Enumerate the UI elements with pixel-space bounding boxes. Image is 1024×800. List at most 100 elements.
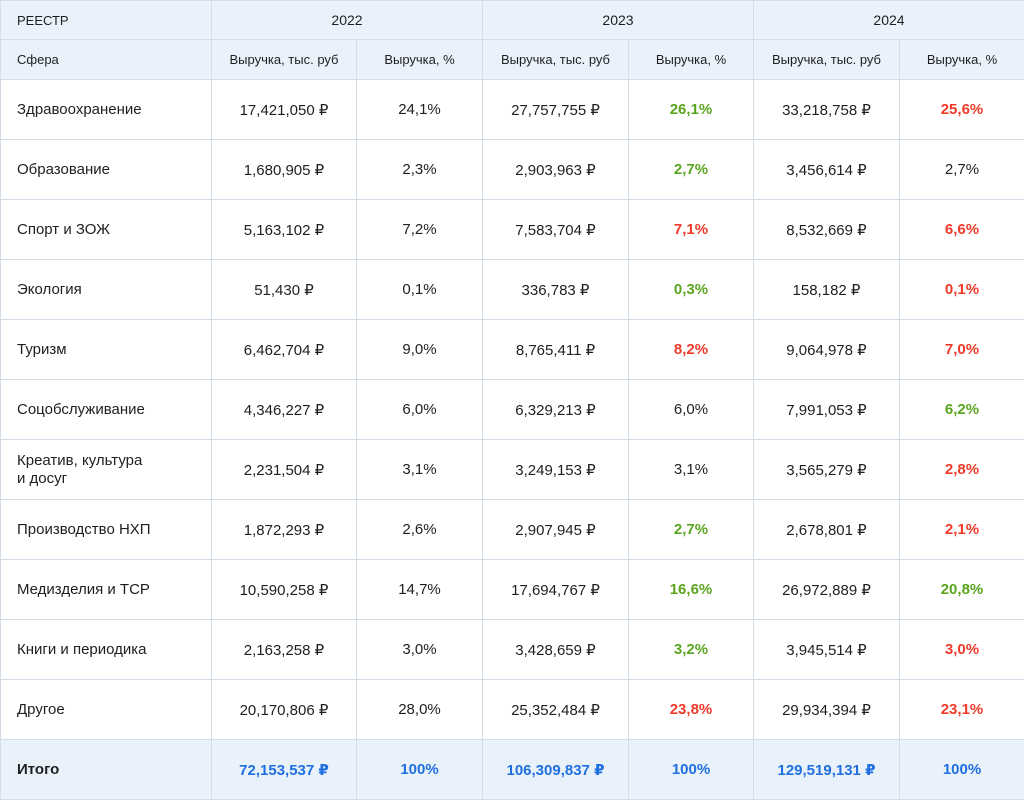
sphere-cell: Медизделия и ТСР <box>0 559 212 620</box>
share-2024-cell: 7,0% <box>899 319 1024 380</box>
revenue-column-header-2022: Выручка, тыс. руб <box>211 39 357 80</box>
revenue-2024-cell: 2,678,801 ₽ <box>753 499 900 560</box>
share-2022-cell: 3,1% <box>356 439 483 500</box>
share-column-header-2023: Выручка, % <box>628 39 754 80</box>
revenue-2024-cell: 158,182 ₽ <box>753 259 900 320</box>
sphere-cell: Здравоохранение <box>0 79 212 140</box>
revenue-2023-cell: 2,903,963 ₽ <box>482 139 629 200</box>
revenue-2023-cell: 8,765,411 ₽ <box>482 319 629 380</box>
share-2022-cell: 9,0% <box>356 319 483 380</box>
share-2023-cell: 26,1% <box>628 79 754 140</box>
revenue-2024-cell: 3,945,514 ₽ <box>753 619 900 680</box>
sphere-cell: Экология <box>0 259 212 320</box>
revenue-2023-cell: 3,249,153 ₽ <box>482 439 629 500</box>
revenue-2023-cell: 2,907,945 ₽ <box>482 499 629 560</box>
share-2023-cell: 16,6% <box>628 559 754 620</box>
revenue-2022-cell: 5,163,102 ₽ <box>211 199 357 260</box>
revenue-2024-cell: 33,218,758 ₽ <box>753 79 900 140</box>
sphere-cell: Туризм <box>0 319 212 380</box>
share-2024-cell: 2,1% <box>899 499 1024 560</box>
share-2023-cell: 3,1% <box>628 439 754 500</box>
total-revenue-2024: 129,519,131 ₽ <box>753 739 900 800</box>
table-row: Медизделия и ТСР 10,590,258 ₽14,7% 17,694,… <box>0 559 1024 620</box>
table-row: Здравоохранение 17,421,050 ₽24,1% 27,757,7… <box>0 79 1024 140</box>
revenue-2022-cell: 2,231,504 ₽ <box>211 439 357 500</box>
revenue-2023-cell: 25,352,484 ₽ <box>482 679 629 740</box>
share-2022-cell: 2,3% <box>356 139 483 200</box>
revenue-2023-cell: 27,757,755 ₽ <box>482 79 629 140</box>
share-2022-cell: 3,0% <box>356 619 483 680</box>
sphere-cell: Производство НХП <box>0 499 212 560</box>
share-2024-cell: 2,8% <box>899 439 1024 500</box>
revenue-2024-cell: 26,972,889 ₽ <box>753 559 900 620</box>
sphere-cell: Другое <box>0 679 212 740</box>
share-2023-cell: 6,0% <box>628 379 754 440</box>
table-row: Образование 1,680,905 ₽2,3% 2,903,963 ₽2,7… <box>0 139 1024 200</box>
share-2024-cell: 6,2% <box>899 379 1024 440</box>
sphere-cell: Книги и периодика <box>0 619 212 680</box>
revenue-2022-cell: 4,346,227 ₽ <box>211 379 357 440</box>
share-2022-cell: 0,1% <box>356 259 483 320</box>
revenue-2022-cell: 1,872,293 ₽ <box>211 499 357 560</box>
total-row: Итого 72,153,537 ₽ 100% 106,309,837 ₽ 10… <box>0 739 1024 800</box>
share-2023-cell: 23,8% <box>628 679 754 740</box>
share-column-header-2022: Выручка, % <box>356 39 483 80</box>
table-row: Другое 20,170,806 ₽28,0% 25,352,484 ₽23,8%… <box>0 679 1024 740</box>
total-label: Итого <box>0 739 212 800</box>
share-2023-cell: 7,1% <box>628 199 754 260</box>
revenue-2024-cell: 7,991,053 ₽ <box>753 379 900 440</box>
share-2024-cell: 20,8% <box>899 559 1024 620</box>
revenue-2022-cell: 2,163,258 ₽ <box>211 619 357 680</box>
year-header-row: РЕЕСТР 2022 2023 2024 <box>0 0 1024 40</box>
share-2023-cell: 2,7% <box>628 139 754 200</box>
share-2024-cell: 0,1% <box>899 259 1024 320</box>
table-row: Экология 51,430 ₽0,1% 336,783 ₽0,3% 158,182… <box>0 259 1024 320</box>
revenue-2024-cell: 3,456,614 ₽ <box>753 139 900 200</box>
revenue-2023-cell: 17,694,767 ₽ <box>482 559 629 620</box>
revenue-2022-cell: 1,680,905 ₽ <box>211 139 357 200</box>
share-2024-cell: 25,6% <box>899 79 1024 140</box>
revenue-2024-cell: 29,934,394 ₽ <box>753 679 900 740</box>
table-row: Соцобслуживание 4,346,227 ₽6,0% 6,329,213 … <box>0 379 1024 440</box>
share-column-header-2024: Выручка, % <box>899 39 1024 80</box>
revenue-2023-cell: 7,583,704 ₽ <box>482 199 629 260</box>
revenue-2023-cell: 6,329,213 ₽ <box>482 379 629 440</box>
year-header-2023: 2023 <box>482 0 754 40</box>
total-revenue-2022: 72,153,537 ₽ <box>211 739 357 800</box>
revenue-2023-cell: 3,428,659 ₽ <box>482 619 629 680</box>
share-2022-cell: 2,6% <box>356 499 483 560</box>
sphere-cell: Спорт и ЗОЖ <box>0 199 212 260</box>
revenue-column-header-2024: Выручка, тыс. руб <box>753 39 900 80</box>
share-2024-cell: 2,7% <box>899 139 1024 200</box>
table-body: Здравоохранение 17,421,050 ₽24,1% 27,757,7… <box>0 79 1024 800</box>
sphere-cell: Соцобслуживание <box>0 379 212 440</box>
table-row: Креатив, культура и досуг 2,231,504 ₽3,1%… <box>0 439 1024 500</box>
registry-label: РЕЕСТР <box>0 0 212 40</box>
revenue-2023-cell: 336,783 ₽ <box>482 259 629 320</box>
sphere-cell: Креатив, культура и досуг <box>0 439 212 500</box>
revenue-2022-cell: 17,421,050 ₽ <box>211 79 357 140</box>
table-row: Книги и периодика 2,163,258 ₽3,0% 3,428,65… <box>0 619 1024 680</box>
table-row: Спорт и ЗОЖ 5,163,102 ₽7,2% 7,583,704 ₽7,1… <box>0 199 1024 260</box>
revenue-2022-cell: 6,462,704 ₽ <box>211 319 357 380</box>
revenue-column-header-2023: Выручка, тыс. руб <box>482 39 629 80</box>
revenue-2024-cell: 3,565,279 ₽ <box>753 439 900 500</box>
year-header-2024: 2024 <box>753 0 1024 40</box>
share-2024-cell: 3,0% <box>899 619 1024 680</box>
share-2022-cell: 28,0% <box>356 679 483 740</box>
table-row: Туризм 6,462,704 ₽9,0% 8,765,411 ₽8,2% 9,06… <box>0 319 1024 380</box>
share-2023-cell: 2,7% <box>628 499 754 560</box>
share-2023-cell: 3,2% <box>628 619 754 680</box>
total-share-2023: 100% <box>628 739 754 800</box>
revenue-2022-cell: 20,170,806 ₽ <box>211 679 357 740</box>
share-2022-cell: 14,7% <box>356 559 483 620</box>
revenue-2024-cell: 9,064,978 ₽ <box>753 319 900 380</box>
total-revenue-2023: 106,309,837 ₽ <box>482 739 629 800</box>
sphere-column-header: Сфера <box>0 39 212 80</box>
total-share-2022: 100% <box>356 739 483 800</box>
share-2024-cell: 23,1% <box>899 679 1024 740</box>
column-header-row: Сфера Выручка, тыс. руб Выручка, % Выруч… <box>0 39 1024 80</box>
share-2023-cell: 0,3% <box>628 259 754 320</box>
share-2022-cell: 6,0% <box>356 379 483 440</box>
